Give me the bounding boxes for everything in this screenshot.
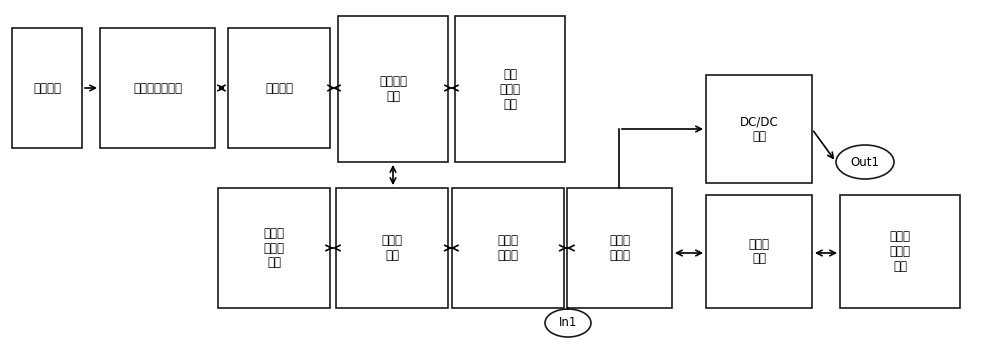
- Bar: [12, 28, 82, 148]
- Bar: [455, 16, 565, 162]
- Text: 整车动力学模型: 整车动力学模型: [133, 82, 182, 95]
- Ellipse shape: [836, 145, 894, 179]
- Bar: [452, 188, 564, 308]
- Bar: [706, 75, 812, 183]
- Text: In1: In1: [559, 316, 577, 330]
- Text: 整车
控制器
模型: 整车 控制器 模型: [500, 67, 520, 110]
- Bar: [228, 28, 330, 148]
- Text: 传动系统
模型: 传动系统 模型: [379, 75, 407, 103]
- Text: 电动机
模型: 电动机 模型: [382, 234, 403, 262]
- Text: DC/DC
模型: DC/DC 模型: [740, 115, 778, 143]
- Text: 轮胎模型: 轮胎模型: [265, 82, 293, 95]
- Bar: [336, 188, 448, 308]
- Bar: [706, 195, 812, 308]
- Bar: [218, 188, 330, 308]
- Ellipse shape: [545, 309, 591, 337]
- Bar: [567, 188, 672, 308]
- Text: 功率分
配算法: 功率分 配算法: [609, 234, 630, 262]
- Text: 电动机
控制器
模型: 电动机 控制器 模型: [264, 226, 285, 269]
- Text: 蓄电池
模型: 蓄电池 模型: [748, 237, 770, 266]
- Bar: [100, 28, 215, 148]
- Text: 测试序列: 测试序列: [33, 82, 61, 95]
- Bar: [338, 16, 448, 162]
- Text: 蓄电池
控制器
模型: 蓄电池 控制器 模型: [890, 230, 910, 273]
- Bar: [840, 195, 960, 308]
- Text: Out1: Out1: [850, 155, 880, 169]
- Text: 电气设
备模型: 电气设 备模型: [498, 234, 518, 262]
